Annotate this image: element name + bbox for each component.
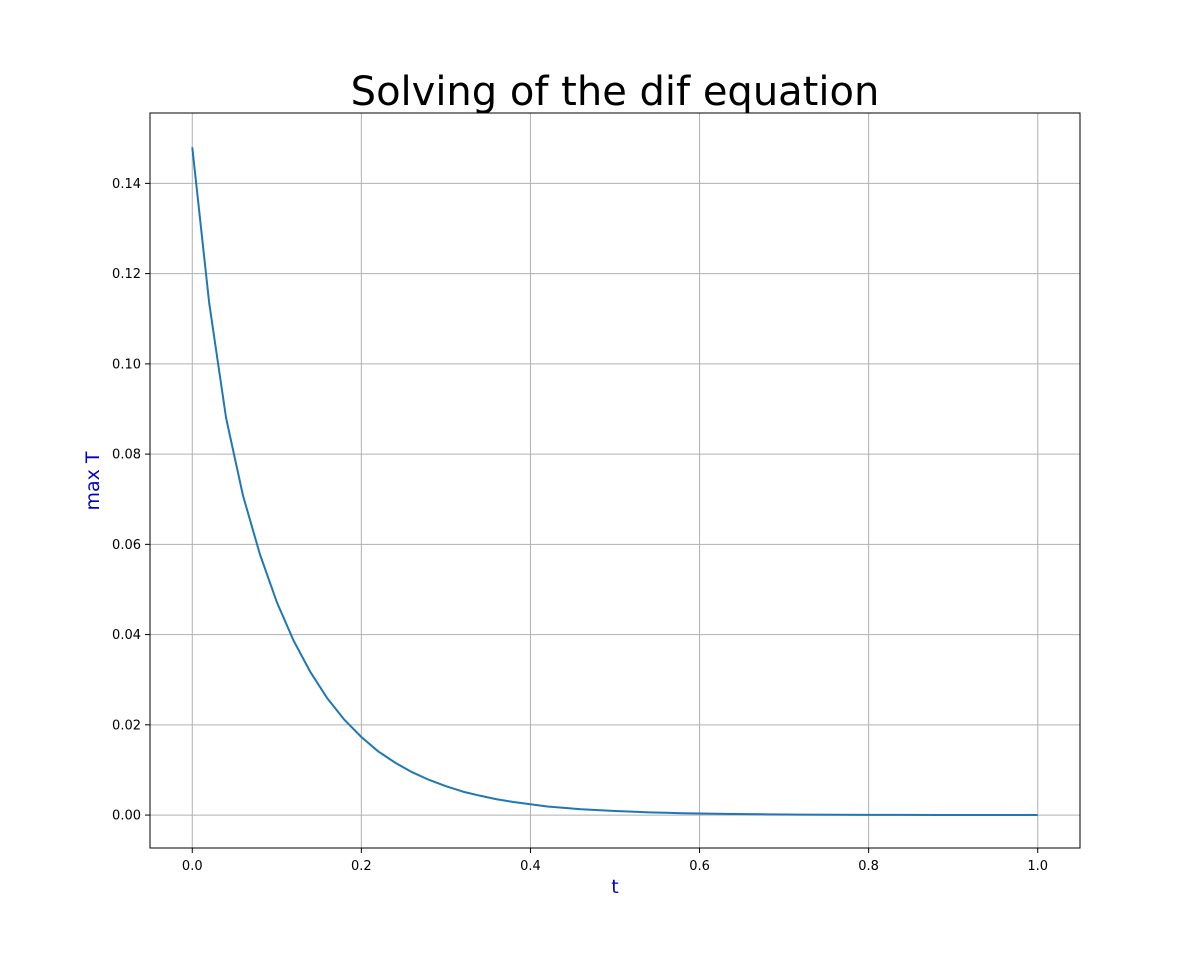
chart-title: Solving of the dif equation xyxy=(351,69,880,115)
grid xyxy=(150,113,1080,848)
x-axis-title: t xyxy=(611,876,618,898)
plot-frame xyxy=(149,112,1081,849)
x-tick-label: 0.8 xyxy=(858,859,879,874)
y-tick-label: 0.08 xyxy=(112,448,141,463)
y-tick-label: 0.10 xyxy=(112,357,141,372)
y-tick-label: 0.12 xyxy=(112,267,141,282)
y-tick-label: 0.04 xyxy=(112,628,141,643)
plot-area xyxy=(191,147,1038,817)
y-tick-label: 0.14 xyxy=(112,177,141,192)
axis-ticks: 0.0 0.2 0.4 0.6 0.8 1.0 0.00 0.02 0.04 0.06 0.08 0.… xyxy=(112,177,1048,874)
x-tick-label: 0.4 xyxy=(520,859,541,874)
x-tick-label: 0.6 xyxy=(689,859,710,874)
x-tick-label: 1.0 xyxy=(1027,859,1048,874)
x-tick-label: 0.0 xyxy=(182,859,203,874)
x-tick-label: 0.2 xyxy=(351,859,372,874)
y-axis-title: max T xyxy=(82,451,104,510)
y-tick-label: 0.06 xyxy=(112,538,141,553)
series-line xyxy=(191,147,1038,817)
y-tick-label: 0.02 xyxy=(112,718,141,733)
y-tick-label: 0.00 xyxy=(112,809,141,824)
